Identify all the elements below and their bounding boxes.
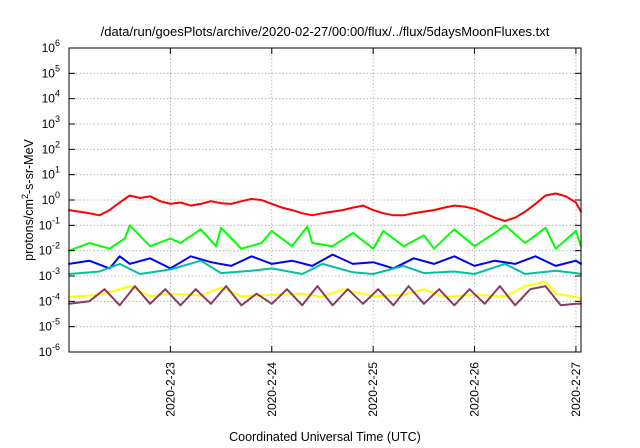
- x-tick-label: 2020-2-27: [569, 362, 583, 417]
- y-tick-label: 100: [42, 190, 60, 207]
- grid-lines: [69, 48, 581, 352]
- series-line-5: [68, 280, 582, 301]
- chart-title: /data/run/goesPlots/archive/2020-02-27/0…: [101, 24, 550, 39]
- y-tick-label: 103: [42, 114, 60, 131]
- y-axis-label: protons/cm2-s-sr-MeV: [20, 138, 36, 260]
- series-line-6: [68, 285, 582, 307]
- x-tick-label: 2020-2-24: [265, 362, 279, 417]
- x-tick-label: 2020-2-26: [468, 362, 482, 417]
- x-tick-label: 2020-2-25: [366, 362, 380, 417]
- y-tick-label: 101: [42, 165, 60, 182]
- series-line-3: [68, 253, 582, 270]
- y-tick-label: 10-1: [39, 215, 60, 232]
- y-tick-label: 10-2: [39, 241, 60, 258]
- y-tick-label: 106: [42, 38, 60, 55]
- y-tick-label: 104: [42, 89, 60, 106]
- y-tick-label: 105: [42, 63, 60, 80]
- y-tick-labels: 10-6 10-5 10-4 10-3 10-2 10-1 100 101 102 103 104 1…: [39, 38, 60, 359]
- series-line-4: [68, 259, 582, 275]
- y-tick-label: 10-5: [39, 317, 60, 334]
- series-line-1: [68, 192, 582, 222]
- x-axis-label: Coordinated Universal Time (UTC): [229, 430, 421, 444]
- series-layer: [68, 192, 582, 307]
- axis-ticks: [69, 47, 581, 353]
- y-tick-label: 10-6: [39, 342, 60, 359]
- y-tick-label: 102: [42, 139, 60, 156]
- y-tick-label: 10-4: [39, 291, 60, 308]
- x-tick-label: 2020-2-23: [163, 362, 177, 417]
- y-tick-label: 10-3: [39, 266, 60, 283]
- x-tick-labels: 2020-2-23 2020-2-24 2020-2-25 2020-2-26 2020…: [163, 362, 583, 417]
- series-line-2: [68, 224, 582, 252]
